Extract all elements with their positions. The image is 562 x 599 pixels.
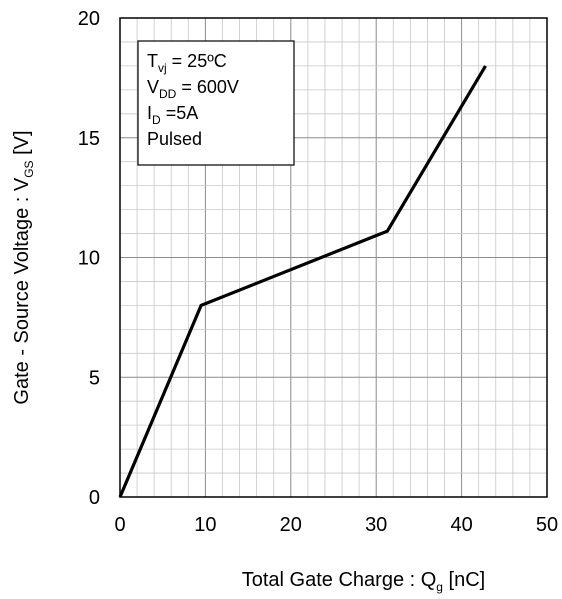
plot-frame	[119, 17, 548, 498]
series-layer	[118, 65, 487, 498]
x-tick-label: 10	[194, 514, 216, 536]
annotation-line: Tvj = 25ºC	[147, 51, 227, 75]
annotation-line: VDD = 600V	[147, 77, 239, 101]
x-tick-label: 50	[536, 514, 558, 536]
y-tick-labels: 0 5 10 15 20	[78, 8, 100, 509]
y-tick-label: 5	[89, 367, 100, 389]
y-axis-label: Gate - Source Voltage : VGS [V]	[11, 130, 36, 404]
x-tick-label: 40	[450, 514, 472, 536]
series-line	[118, 65, 487, 498]
x-axis-label: Total Gate Charge : Qg [nC]	[242, 569, 485, 594]
annotation-line: Pulsed	[147, 129, 202, 149]
annotation-box	[137, 40, 295, 166]
x-tick-labels: 0 10 20 30 40 50	[114, 514, 558, 536]
annotation-line: ID =5A	[147, 103, 198, 127]
y-tick-label: 15	[78, 128, 100, 150]
x-tick-label: 20	[280, 514, 302, 536]
y-tick-label: 10	[78, 248, 100, 270]
y-tick-label: 0	[89, 487, 100, 509]
y-tick-label: 20	[78, 8, 100, 30]
x-tick-label: 30	[365, 514, 387, 536]
x-tick-label: 0	[114, 514, 125, 536]
